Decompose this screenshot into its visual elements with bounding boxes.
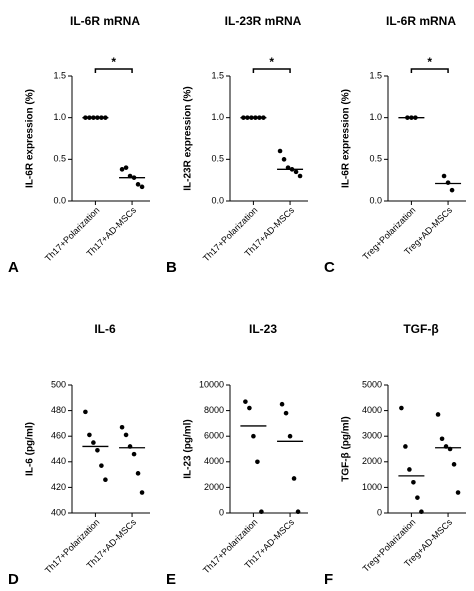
data-point (139, 490, 145, 495)
data-point (123, 165, 129, 170)
data-point (435, 412, 441, 417)
data-point (87, 432, 92, 438)
panel-label: A (8, 259, 19, 276)
data-point (103, 477, 108, 483)
data-point (131, 451, 137, 457)
y-tick-label: 440 (51, 456, 66, 466)
data-point (295, 509, 301, 515)
panel-label: C (324, 259, 335, 276)
data-point (251, 433, 256, 439)
data-point (259, 509, 264, 515)
data-point (243, 399, 248, 404)
data-point (399, 405, 404, 411)
data-point (455, 490, 461, 495)
data-point (123, 432, 129, 438)
data-point (277, 148, 283, 154)
panel-label: E (166, 571, 176, 588)
significance-label: * (269, 55, 274, 69)
y-tick-label: 2000 (362, 456, 382, 466)
y-axis-label: IL-6 (pg/ml) (25, 422, 36, 476)
y-axis-label: IL-6R expression (%) (25, 89, 36, 188)
data-point (119, 424, 125, 430)
chart-title: IL-6 (94, 322, 116, 336)
data-point (415, 495, 420, 500)
y-tick-label: 500 (51, 379, 66, 389)
data-point (287, 433, 293, 439)
y-axis-label: IL-23 (pg/ml) (183, 419, 194, 478)
y-tick-label: 1.5 (211, 70, 224, 80)
y-tick-label: 1.0 (369, 112, 382, 122)
y-tick-label: 0.5 (369, 154, 382, 164)
data-point (279, 401, 285, 407)
y-tick-label: 0 (219, 507, 224, 517)
significance-label: * (111, 55, 116, 69)
y-tick-label: 420 (51, 482, 66, 492)
data-point (291, 476, 297, 481)
y-tick-label: 0.5 (211, 154, 224, 164)
y-tick-label: 0.5 (53, 154, 66, 164)
y-tick-label: 1.0 (211, 112, 224, 122)
y-tick-label: 4000 (362, 405, 382, 415)
data-point (99, 463, 104, 468)
chart-title: IL-6R mRNA (70, 14, 140, 28)
y-tick-label: 460 (51, 431, 66, 441)
data-point (293, 169, 299, 175)
y-tick-label: 480 (51, 405, 66, 415)
data-point (449, 187, 455, 193)
data-point (451, 462, 457, 467)
significance-bracket (252, 68, 291, 73)
y-axis-label: TGF-β (pg/ml) (341, 416, 352, 482)
significance-bracket (410, 68, 449, 73)
data-point (281, 157, 287, 162)
y-tick-label: 0 (377, 507, 382, 517)
y-tick-label: 1.5 (53, 70, 66, 80)
y-tick-label: 0.0 (369, 195, 382, 205)
y-tick-label: 10000 (199, 379, 224, 389)
y-tick-label: 2000 (204, 482, 224, 492)
data-point (297, 173, 303, 179)
y-tick-label: 1.5 (369, 70, 382, 80)
y-tick-label: 3000 (362, 431, 382, 441)
y-tick-label: 1.0 (53, 112, 66, 122)
data-point (403, 444, 408, 449)
chart-title: TGF-β (403, 322, 438, 336)
y-tick-label: 1000 (362, 482, 382, 492)
chart-title: IL-6R mRNA (386, 14, 456, 28)
y-axis-label: IL-6R expression (%) (341, 89, 352, 188)
y-tick-label: 5000 (362, 379, 382, 389)
y-tick-label: 8000 (204, 405, 224, 415)
chart-title: IL-23R mRNA (225, 14, 302, 28)
y-tick-label: 400 (51, 507, 66, 517)
data-point (283, 410, 289, 416)
data-point (407, 467, 412, 472)
y-tick-label: 6000 (204, 431, 224, 441)
data-point (247, 405, 252, 411)
data-point (439, 436, 445, 442)
significance-bracket (94, 68, 133, 73)
chart-title: IL-23 (249, 322, 277, 336)
panel-label: D (8, 571, 19, 588)
data-point (445, 180, 451, 185)
panel-label: F (324, 571, 333, 588)
data-point (119, 167, 125, 172)
data-point (83, 409, 88, 415)
data-point (135, 471, 141, 476)
data-point (91, 440, 96, 445)
y-axis-label: IL-23R expression (%) (183, 86, 194, 190)
panel-label: B (166, 259, 177, 276)
y-tick-label: 4000 (204, 456, 224, 466)
data-point (411, 479, 416, 485)
data-point (139, 184, 145, 190)
significance-label: * (427, 55, 432, 69)
data-point (419, 509, 424, 515)
data-point (255, 459, 260, 465)
y-tick-label: 0.0 (53, 195, 66, 205)
data-point (135, 182, 141, 187)
data-point (95, 447, 100, 453)
data-point (441, 173, 447, 179)
y-tick-label: 0.0 (211, 195, 224, 205)
